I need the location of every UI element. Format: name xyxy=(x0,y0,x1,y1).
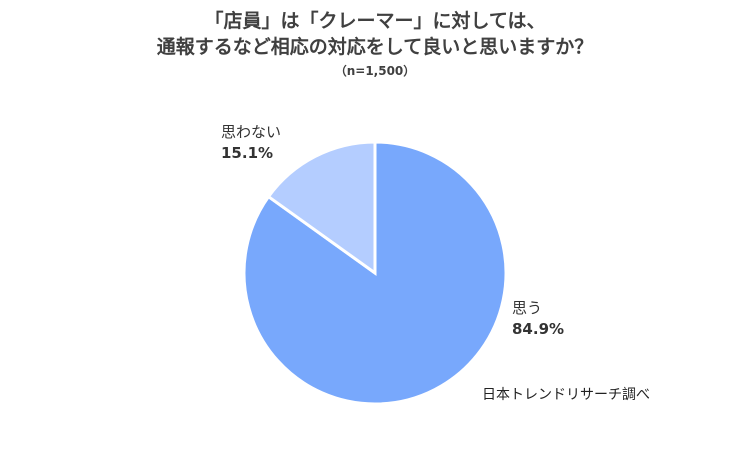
slice-value-omou: 84.9% xyxy=(512,320,565,338)
pie-slice-omowanai xyxy=(266,140,377,276)
chart-title-block: 「店員」は「クレーマー」に対しては、 通報するなど相応の対応をして良いと思います… xyxy=(0,8,750,80)
slice-value-omowanai: 15.1% xyxy=(221,144,274,162)
chart-title-line-1: 「店員」は「クレーマー」に対しては、 xyxy=(204,10,546,32)
slice-label-omou: 思う 84.9% xyxy=(512,298,564,340)
chart-title-line-2: 通報するなど相応の対応をして良いと思いますか？ xyxy=(156,36,594,58)
slice-label-omowanai: 思わない 15.1% xyxy=(221,122,281,164)
chart-subtitle: （n=1,500） xyxy=(334,64,416,78)
slice-name-omowanai: 思わない xyxy=(221,123,282,141)
source-note: 日本トレンドリサーチ調べ xyxy=(482,387,650,403)
slice-name-omou: 思う xyxy=(512,299,543,317)
